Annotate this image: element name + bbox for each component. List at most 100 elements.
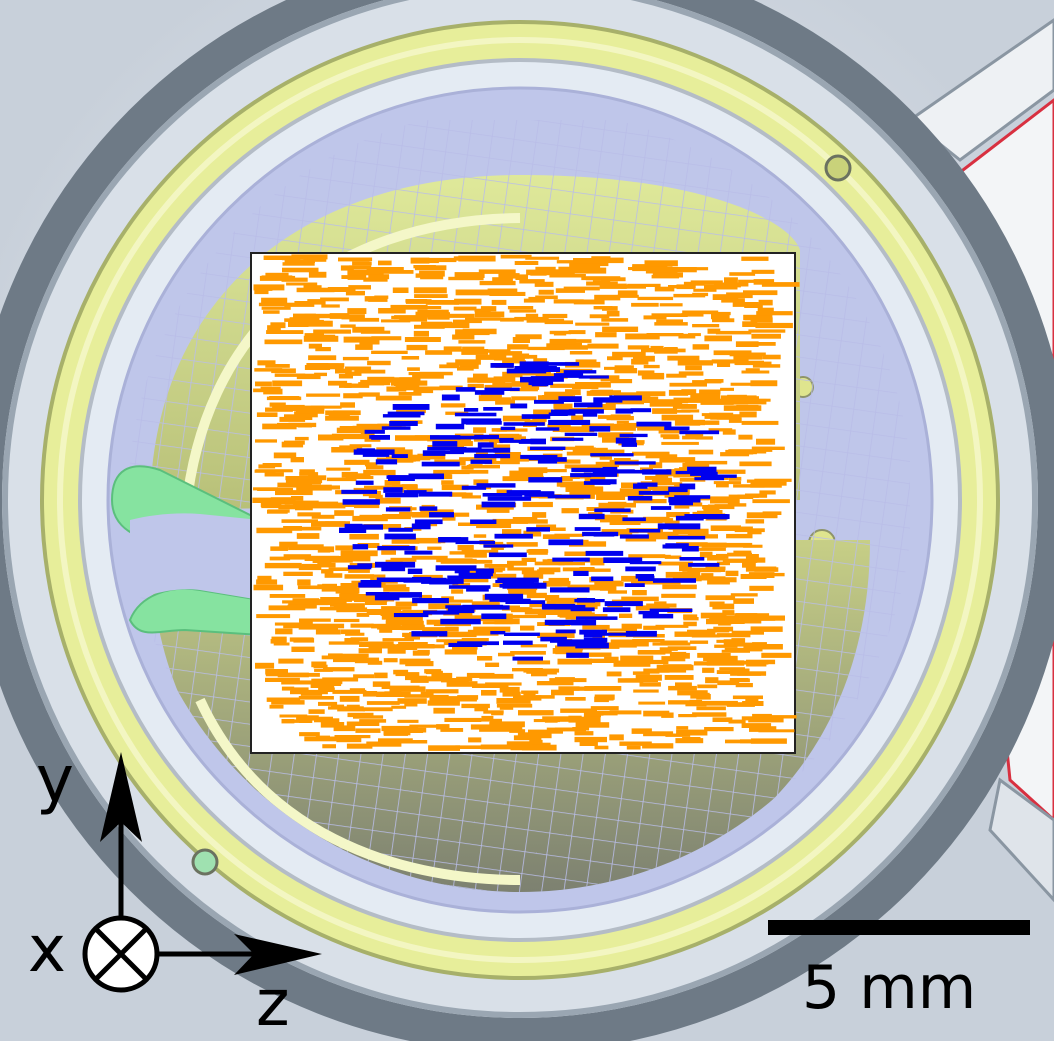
orange-mark (427, 700, 460, 706)
orange-mark (398, 392, 422, 396)
orange-mark (453, 319, 482, 324)
blue-mark (487, 496, 532, 501)
orange-mark (741, 420, 779, 425)
blue-mark (474, 390, 505, 395)
orange-mark (704, 510, 723, 515)
orange-mark (609, 425, 636, 431)
orange-mark (599, 283, 627, 289)
blue-mark (365, 592, 390, 596)
blue-mark (590, 453, 634, 457)
orange-mark (405, 661, 434, 667)
orange-mark (699, 389, 721, 394)
orange-mark (485, 662, 500, 667)
orange-mark (405, 299, 432, 303)
orange-mark (367, 360, 391, 366)
orange-mark (454, 433, 484, 437)
orange-mark (628, 519, 645, 523)
orange-mark (428, 603, 461, 610)
orange-mark (341, 314, 365, 320)
orange-mark (328, 567, 366, 571)
orange-mark (557, 610, 585, 617)
orange-mark (473, 373, 488, 378)
orange-mark (368, 643, 395, 649)
orange-mark (383, 584, 407, 588)
orange-mark (434, 322, 470, 329)
blue-mark (520, 491, 555, 496)
orange-mark (459, 363, 479, 369)
orange-mark (366, 609, 402, 615)
orange-mark (489, 721, 525, 728)
orange-mark (553, 403, 573, 409)
orange-mark (507, 567, 535, 571)
blue-mark (435, 565, 477, 571)
blue-mark (456, 448, 501, 453)
orange-mark (346, 704, 360, 710)
orange-mark (544, 391, 581, 396)
orange-mark (712, 577, 737, 583)
orange-mark (455, 359, 481, 365)
orange-mark (430, 603, 444, 609)
orange-mark (492, 444, 511, 449)
orange-mark (667, 646, 697, 650)
blue-mark (550, 639, 593, 643)
orange-mark (413, 388, 434, 394)
orange-mark (408, 539, 446, 544)
orange-mark (339, 445, 354, 450)
orange-mark (478, 395, 502, 402)
orange-mark (716, 633, 751, 638)
blue-mark (499, 439, 532, 443)
orange-mark (598, 432, 634, 438)
orange-mark (720, 395, 757, 401)
blue-mark (339, 527, 367, 533)
orange-mark (266, 396, 302, 401)
orange-mark (339, 593, 355, 597)
blue-mark (664, 426, 690, 431)
orange-mark (461, 465, 474, 470)
orange-mark (752, 713, 772, 719)
orange-mark (266, 697, 301, 702)
orange-mark (523, 530, 540, 535)
orange-mark (693, 460, 728, 465)
orange-mark (475, 559, 493, 564)
orange-mark (417, 649, 430, 655)
orange-mark (281, 686, 295, 691)
blue-mark (638, 610, 659, 615)
orange-mark (308, 271, 327, 278)
orange-mark (468, 737, 482, 743)
orange-mark (453, 306, 477, 311)
orange-mark (610, 379, 633, 384)
orange-mark (358, 648, 382, 654)
orange-mark (677, 360, 713, 366)
orange-mark (709, 616, 739, 622)
orange-mark (395, 435, 431, 441)
orange-mark (475, 354, 507, 360)
orange-mark (258, 464, 276, 469)
orange-mark (391, 539, 420, 544)
orange-mark (635, 605, 670, 611)
orange-mark (518, 710, 554, 716)
orange-mark (263, 255, 301, 260)
orange-mark (279, 541, 298, 548)
orange-mark (526, 319, 557, 323)
orange-mark (521, 557, 537, 562)
orange-mark (405, 386, 443, 391)
orange-mark (730, 382, 765, 386)
orange-mark (308, 343, 322, 349)
orange-mark (535, 695, 555, 699)
orange-mark (293, 719, 307, 723)
orange-mark (383, 729, 411, 736)
orange-mark (676, 418, 690, 424)
orange-mark (534, 281, 554, 287)
blue-mark (490, 363, 514, 368)
orange-mark (502, 371, 523, 378)
orange-mark (433, 707, 455, 714)
orange-mark (336, 607, 368, 613)
blue-mark (461, 485, 487, 490)
orange-mark (331, 704, 345, 708)
blue-mark (352, 544, 369, 550)
blue-mark (552, 437, 584, 441)
orange-mark (349, 688, 365, 693)
orange-mark (644, 260, 678, 267)
orange-mark (631, 659, 669, 665)
orange-mark (267, 325, 281, 332)
